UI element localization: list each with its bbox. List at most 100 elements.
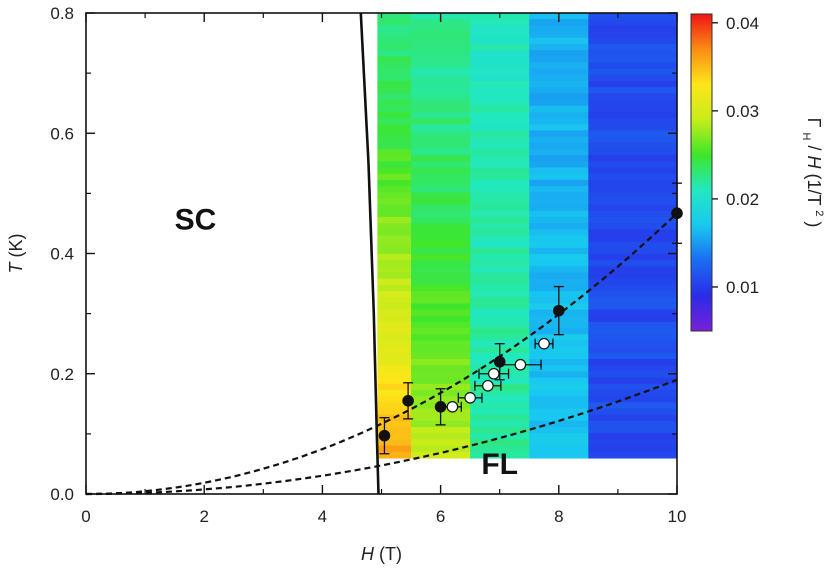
heatmap-cell bbox=[411, 451, 471, 459]
heatmap-cell bbox=[529, 43, 589, 51]
heatmap-cell bbox=[588, 13, 678, 20]
heatmap-cell bbox=[470, 136, 530, 144]
heatmap-cell bbox=[470, 198, 530, 206]
heatmap-cell bbox=[377, 186, 412, 193]
heatmap-cell bbox=[529, 427, 589, 434]
heatmap-cell bbox=[377, 43, 412, 51]
heatmap-cell bbox=[529, 247, 589, 255]
heatmap-cell bbox=[411, 167, 471, 175]
heatmap-cell bbox=[470, 186, 530, 193]
heatmap-cell bbox=[470, 272, 530, 280]
heatmap-cell bbox=[588, 50, 678, 57]
heatmap-cell bbox=[588, 402, 678, 410]
heatmap-cell bbox=[470, 142, 530, 150]
heatmap-cell bbox=[377, 408, 412, 416]
heatmap-cell bbox=[470, 161, 530, 169]
heatmap-cell bbox=[411, 334, 471, 342]
heatmap-cell bbox=[470, 99, 530, 107]
heatmap-cell bbox=[529, 173, 589, 181]
heatmap-cell bbox=[411, 445, 471, 453]
heatmap-cell bbox=[470, 328, 530, 335]
heatmap-cell bbox=[588, 124, 678, 132]
heatmap-cell bbox=[470, 309, 530, 317]
heatmap-cell bbox=[529, 359, 589, 366]
heatmap-cell bbox=[588, 340, 678, 348]
heatmap-cell bbox=[529, 408, 589, 416]
heatmap-cell bbox=[470, 439, 530, 447]
heatmap-cell bbox=[470, 260, 530, 267]
region-label-fl: FL bbox=[481, 448, 518, 481]
heatmap-cell bbox=[588, 223, 678, 230]
heatmap-cell bbox=[588, 241, 678, 249]
heatmap-cell bbox=[377, 93, 412, 101]
heatmap-cell bbox=[470, 284, 530, 292]
heatmap-cell bbox=[529, 223, 589, 230]
y-tick-label: 0.0 bbox=[50, 485, 74, 504]
heatmap-cell bbox=[377, 266, 412, 274]
heatmap-layer bbox=[377, 13, 678, 459]
heatmap-cell bbox=[588, 167, 678, 175]
heatmap-cell bbox=[377, 161, 412, 169]
heatmap-cell bbox=[470, 445, 530, 453]
heatmap-cell bbox=[588, 254, 678, 261]
heatmap-cell bbox=[470, 383, 530, 391]
heatmap-cell bbox=[377, 359, 412, 366]
heatmap-cell bbox=[411, 68, 471, 76]
colorbar-label-unit: (1/T bbox=[804, 174, 824, 206]
heatmap-cell bbox=[377, 383, 412, 391]
heatmap-cell bbox=[377, 420, 412, 428]
heatmap-cell bbox=[377, 334, 412, 342]
heatmap-cell bbox=[529, 167, 589, 175]
heatmap-cell bbox=[411, 50, 471, 57]
heatmap-cell bbox=[588, 284, 678, 292]
heatmap-cell bbox=[377, 284, 412, 292]
open-marker bbox=[514, 358, 527, 371]
heatmap-cell bbox=[529, 50, 589, 57]
heatmap-cell bbox=[588, 420, 678, 428]
x-tick-label: 8 bbox=[554, 507, 563, 526]
heatmap-cell bbox=[588, 334, 678, 342]
heatmap-cell bbox=[588, 365, 678, 373]
heatmap-cell bbox=[377, 241, 412, 249]
heatmap-cell bbox=[470, 56, 530, 64]
heatmap-cell bbox=[377, 445, 412, 453]
heatmap-cell bbox=[588, 396, 678, 403]
heatmap-cell bbox=[588, 278, 678, 286]
heatmap-cell bbox=[470, 80, 530, 88]
heatmap-cell bbox=[588, 210, 678, 218]
heatmap-cell bbox=[529, 93, 589, 101]
filled-marker bbox=[402, 395, 414, 407]
heatmap-cell bbox=[377, 179, 412, 187]
heatmap-cell bbox=[470, 223, 530, 230]
heatmap-cell bbox=[588, 216, 678, 224]
heatmap-cell bbox=[470, 377, 530, 385]
colorbar bbox=[690, 13, 713, 332]
heatmap-cell bbox=[411, 266, 471, 274]
heatmap-cell bbox=[470, 297, 530, 305]
y-tick-label: 0.2 bbox=[50, 365, 74, 384]
heatmap-cell bbox=[377, 235, 412, 243]
heatmap-cell bbox=[470, 25, 530, 33]
heatmap-cell bbox=[377, 68, 412, 76]
x-tick-label: 0 bbox=[81, 507, 90, 526]
heatmap-cell bbox=[377, 291, 412, 298]
colorbar-label: Γ H / H (1/T 2 ) bbox=[799, 118, 831, 228]
heatmap-cell bbox=[377, 297, 412, 305]
heatmap-cell bbox=[470, 389, 530, 397]
heatmap-cell bbox=[377, 371, 412, 379]
heatmap-cell bbox=[470, 167, 530, 175]
heatmap-cell bbox=[411, 87, 471, 94]
heatmap-cell bbox=[529, 118, 589, 125]
colorbar-tick-label: 0.03 bbox=[726, 102, 759, 121]
heatmap-cell bbox=[588, 266, 678, 274]
heatmap-cell bbox=[377, 56, 412, 64]
heatmap-cell bbox=[529, 136, 589, 144]
heatmap-cell bbox=[588, 433, 678, 440]
heatmap-cell bbox=[529, 142, 589, 150]
heatmap-cell bbox=[470, 179, 530, 187]
heatmap-cell bbox=[377, 192, 412, 199]
heatmap-cell bbox=[470, 210, 530, 218]
heatmap-cell bbox=[529, 445, 589, 453]
heatmap-cell bbox=[588, 389, 678, 397]
heatmap-cell bbox=[411, 43, 471, 51]
